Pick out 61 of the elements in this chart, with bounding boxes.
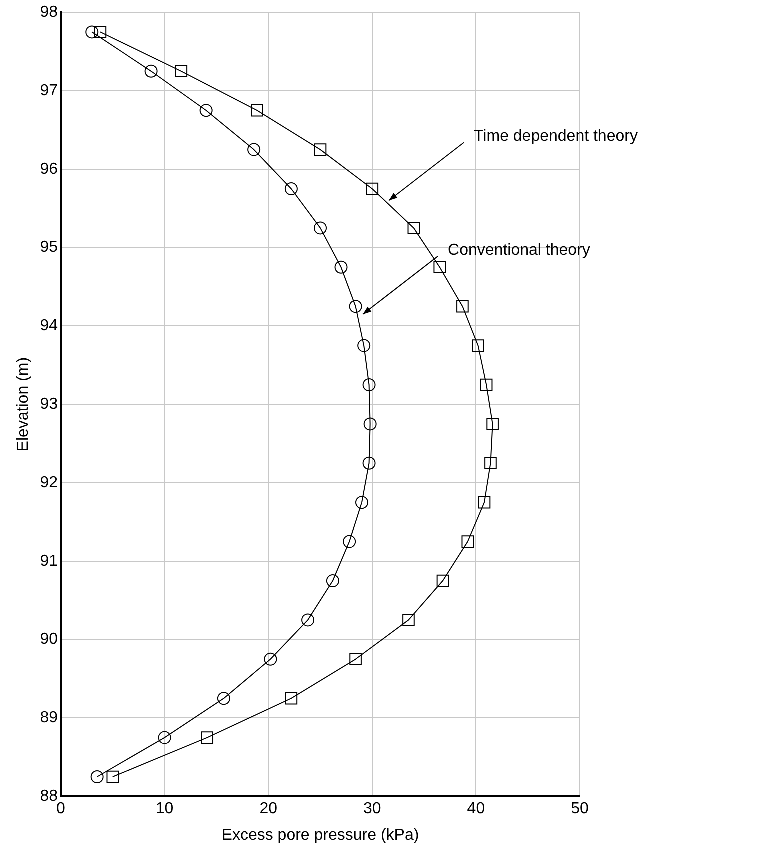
point bbox=[358, 339, 371, 352]
point bbox=[456, 300, 469, 313]
point bbox=[408, 222, 420, 234]
point bbox=[201, 732, 214, 744]
point bbox=[285, 692, 298, 705]
point bbox=[251, 104, 264, 117]
y-tick-label: 94 bbox=[40, 318, 58, 335]
x-tick-label: 20 bbox=[260, 800, 278, 818]
point bbox=[314, 222, 327, 235]
y-tick-label: 95 bbox=[40, 239, 58, 256]
point bbox=[90, 770, 104, 784]
point bbox=[364, 418, 377, 431]
x-tick-label: 10 bbox=[156, 800, 174, 818]
y-tick-label: 90 bbox=[40, 631, 58, 648]
point bbox=[326, 574, 340, 588]
point bbox=[366, 182, 379, 196]
point bbox=[248, 143, 261, 156]
point bbox=[94, 26, 107, 38]
y-tick-label: 97 bbox=[40, 82, 58, 100]
y-tick-label: 89 bbox=[40, 710, 58, 727]
point bbox=[402, 614, 415, 626]
point bbox=[284, 182, 298, 196]
point bbox=[362, 456, 376, 470]
point bbox=[356, 496, 369, 510]
annotation: Conventional theory bbox=[448, 242, 590, 259]
point bbox=[472, 340, 484, 352]
point bbox=[349, 300, 362, 314]
y-tick-label: 91 bbox=[40, 552, 58, 570]
point bbox=[334, 260, 348, 274]
point bbox=[486, 418, 499, 430]
point bbox=[264, 652, 278, 666]
x-tick-label: 40 bbox=[467, 800, 486, 818]
point bbox=[350, 653, 362, 666]
y-tick-label: 92 bbox=[40, 474, 58, 492]
point bbox=[362, 378, 376, 392]
point bbox=[217, 692, 230, 706]
point bbox=[462, 536, 474, 548]
y-tick-label: 96 bbox=[40, 160, 58, 178]
point bbox=[314, 144, 327, 156]
point bbox=[436, 574, 450, 588]
point bbox=[484, 457, 497, 470]
point bbox=[86, 26, 99, 39]
point bbox=[478, 496, 491, 509]
point bbox=[302, 614, 315, 627]
x-tick-label: 30 bbox=[364, 800, 382, 818]
point bbox=[480, 378, 493, 392]
y-tick-label: 98 bbox=[40, 4, 58, 22]
y-axis-title: Elevation (m) bbox=[15, 357, 32, 452]
x-tick-label: 50 bbox=[571, 800, 589, 818]
annotation: Time dependent theory bbox=[474, 128, 638, 146]
point bbox=[175, 65, 188, 78]
y-tick-label: 88 bbox=[40, 788, 58, 806]
y-tick-label: 93 bbox=[40, 396, 58, 414]
point bbox=[200, 104, 213, 118]
x-axis-title: Excess pore pressure (kPa) bbox=[222, 826, 420, 844]
point bbox=[158, 731, 172, 744]
point bbox=[106, 770, 120, 784]
x-tick-label: 0 bbox=[56, 800, 66, 818]
point bbox=[343, 535, 356, 548]
point bbox=[144, 64, 158, 78]
point bbox=[434, 261, 446, 274]
